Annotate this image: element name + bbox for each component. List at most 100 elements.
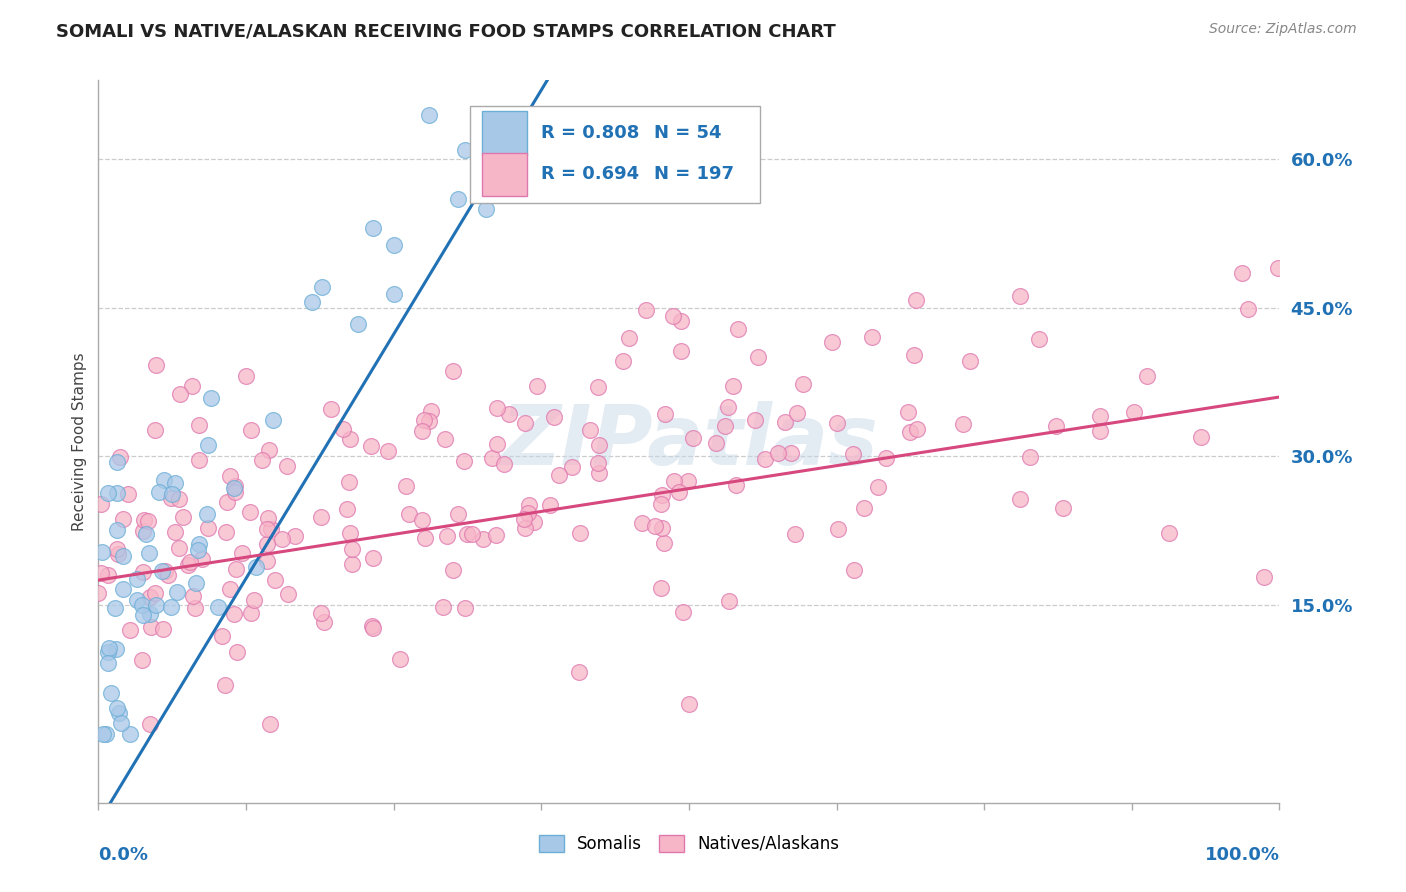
Point — [754, 451, 776, 466]
Point — [631, 516, 654, 530]
Point — [513, 417, 536, 431]
Point — [361, 220, 384, 235]
Point — [959, 354, 981, 368]
Point — [453, 454, 475, 468]
Point — [207, 600, 229, 615]
Point — [651, 521, 673, 535]
Point — [139, 590, 162, 604]
Point — [97, 640, 120, 655]
Point — [382, 286, 405, 301]
Point — [224, 478, 246, 492]
Text: R = 0.694: R = 0.694 — [541, 165, 640, 183]
Point — [181, 589, 204, 603]
Point — [97, 568, 120, 582]
Point — [215, 495, 238, 509]
Point — [197, 521, 219, 535]
Point — [94, 726, 117, 740]
Point — [97, 485, 120, 500]
Point — [827, 522, 849, 536]
Point — [1191, 430, 1213, 444]
Point — [662, 310, 685, 324]
Point — [260, 522, 283, 536]
Point — [783, 526, 806, 541]
Point — [866, 479, 889, 493]
Text: N = 197: N = 197 — [654, 165, 734, 183]
Point — [1010, 492, 1032, 507]
Point — [135, 527, 157, 541]
Point — [107, 548, 129, 562]
Point — [538, 498, 561, 512]
Point — [432, 600, 454, 615]
Point — [264, 573, 287, 587]
Point — [186, 575, 208, 590]
Point — [897, 405, 920, 419]
Point — [215, 524, 238, 539]
Point — [179, 555, 201, 569]
Point — [90, 497, 112, 511]
Point — [619, 330, 641, 344]
Point — [669, 344, 692, 359]
Point — [143, 424, 166, 438]
Point — [256, 554, 278, 568]
Point — [235, 369, 257, 384]
Point — [197, 438, 219, 452]
Point — [523, 515, 546, 529]
Point — [447, 507, 470, 521]
Point — [841, 447, 863, 461]
Point — [398, 508, 420, 522]
Point — [844, 563, 866, 577]
Point — [131, 653, 153, 667]
Legend: Somalis, Natives/Alaskans: Somalis, Natives/Alaskans — [531, 828, 846, 860]
Point — [704, 436, 727, 450]
Point — [1090, 424, 1112, 438]
Point — [395, 479, 418, 493]
Point — [853, 500, 876, 515]
Point — [145, 359, 167, 373]
Point — [226, 645, 249, 659]
Point — [301, 295, 323, 310]
Point — [441, 563, 464, 577]
Point — [143, 585, 166, 599]
Point — [492, 457, 515, 471]
Text: 0.0%: 0.0% — [98, 847, 149, 864]
Y-axis label: Receiving Food Stamps: Receiving Food Stamps — [72, 352, 87, 531]
Point — [543, 409, 565, 424]
Point — [434, 432, 457, 446]
Point — [239, 423, 262, 437]
Point — [250, 453, 273, 467]
Point — [138, 546, 160, 560]
Point — [725, 478, 748, 492]
Point — [156, 567, 179, 582]
Point — [717, 401, 740, 415]
Point — [436, 529, 458, 543]
Point — [188, 417, 211, 432]
Point — [108, 450, 131, 464]
Point — [222, 607, 245, 622]
Point — [172, 510, 194, 524]
Text: R = 0.808: R = 0.808 — [541, 124, 640, 142]
Point — [780, 446, 803, 460]
Point — [456, 526, 478, 541]
Point — [132, 608, 155, 623]
Text: Source: ZipAtlas.com: Source: ZipAtlas.com — [1209, 22, 1357, 37]
Point — [309, 606, 332, 620]
Point — [1136, 369, 1159, 384]
Point — [472, 532, 495, 546]
Point — [568, 525, 591, 540]
Point — [339, 526, 361, 541]
Point — [256, 537, 278, 551]
Point — [517, 498, 540, 512]
Point — [1253, 570, 1275, 584]
Point — [650, 581, 672, 595]
Point — [786, 405, 808, 419]
Point — [257, 511, 280, 525]
Point — [1019, 450, 1042, 464]
Point — [651, 488, 673, 502]
Point — [361, 551, 384, 566]
Point — [388, 652, 411, 666]
Point — [131, 566, 153, 580]
Point — [485, 528, 508, 542]
Point — [242, 593, 264, 607]
Point — [169, 387, 191, 401]
Point — [136, 514, 159, 528]
